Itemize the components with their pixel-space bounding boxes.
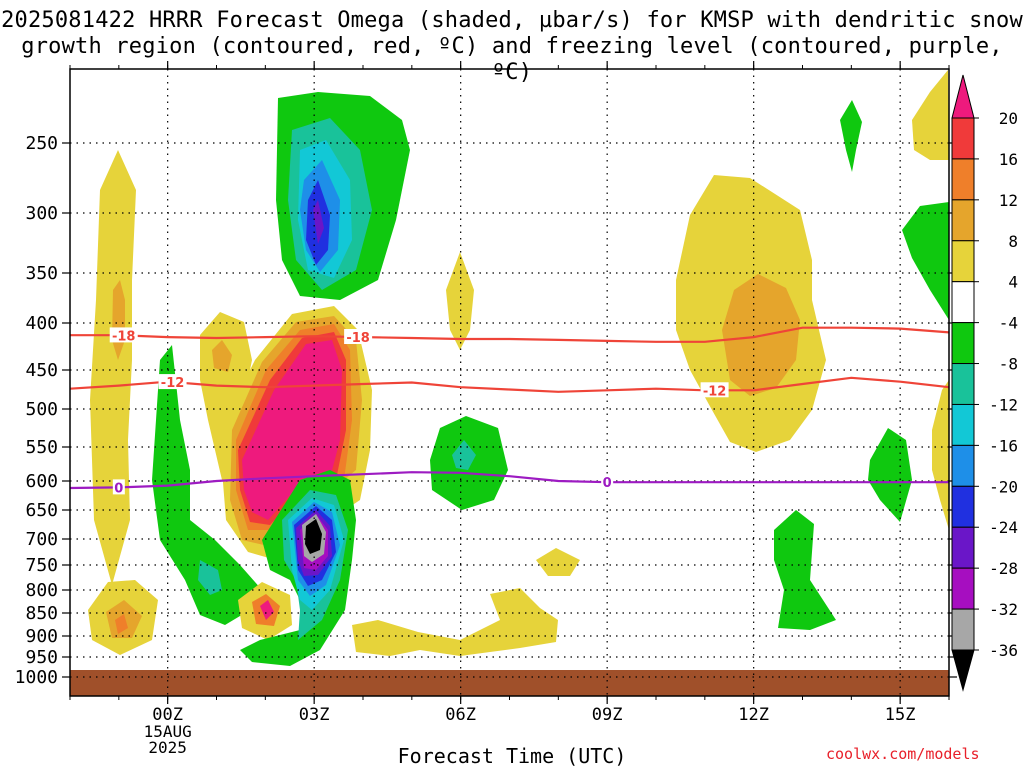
colorbar-label: 12 [999,191,1018,210]
colorbar-arrow-top [951,74,975,119]
colorbar-segment [951,363,975,405]
y-tick-label: 250 [25,133,58,154]
colorbar-segment [951,199,975,242]
colorbar-arrow-bottom [951,649,975,692]
omega-region [260,600,274,620]
y-tick-label: 900 [25,626,58,647]
omega-region [902,202,949,320]
omega-region [115,614,128,634]
contour-label-bg [112,479,125,495]
omega-region [932,380,949,530]
colorbar-label: -24 [989,518,1018,537]
chart-title-line-1: 2025081422 HRRR Forecast Omega (shaded, … [1,8,1023,33]
colorbar-segment [951,322,975,365]
contour-line [69,471,949,490]
colorbar-segment [951,608,975,651]
colorbar-segment [951,117,975,160]
x-tick-label: 15Z [885,705,916,725]
colorbar-label: -4 [999,314,1018,333]
contour-label: 0 [114,481,123,496]
contour-label: -12 [161,376,185,391]
y-tick-label: 300 [25,203,58,224]
y-tick-label: 700 [25,529,58,550]
y-tick-label: 350 [25,263,58,284]
colorbar-segment [951,240,975,283]
colorbar-label: -28 [989,559,1018,578]
omega-region [305,519,322,554]
contour-label-bg [109,327,138,343]
omega-region [446,252,474,350]
colorbar-label: -16 [989,436,1018,455]
colorbar-label: 8 [1008,232,1018,251]
colorbar-label: -36 [989,641,1018,660]
y-tick-label: 850 [25,603,58,624]
y-tick-label: 500 [25,399,58,420]
colorbar-segment [951,485,975,528]
omega-region [198,560,222,595]
contour-label-bg [158,374,187,390]
x-tick-label: 12Z [738,705,769,725]
contour-label: -18 [112,329,136,344]
omega-region [152,345,262,625]
contour-label-bg [700,382,729,398]
y-tick-label: 1000 [15,667,58,688]
colorbar-label: 4 [1008,273,1018,292]
contour-label: -12 [703,384,727,399]
x-axis-title: Forecast Time (UTC) [397,744,627,768]
ground-fill [70,670,949,696]
colorbar-label: -32 [989,600,1018,619]
omega-region [352,588,558,656]
omega-region [313,200,324,244]
x-tick-label: 00Z [152,705,183,725]
temperature-contours: -18 -18 -12 -12 0 0 [69,326,950,496]
colorbar-label: 16 [999,150,1018,169]
colorbar-label: -20 [989,477,1018,496]
x-tick-label: 03Z [299,705,330,725]
x-tick-label: 06Z [445,705,476,725]
y-axis: 2503003504004505005506006507007508008509… [15,133,957,688]
contour-label-bg [601,474,614,490]
y-tick-label: 450 [25,360,58,381]
y-tick-label: 650 [25,500,58,521]
y-tick-label: 950 [25,647,58,668]
omega-region [90,150,136,585]
omega-region [912,70,949,160]
colorbar-segment [951,567,975,610]
y-tick-label: 550 [25,437,58,458]
contour-line [69,376,950,393]
omega-region [868,428,912,522]
omega-region [212,340,232,372]
colorbar-segment [951,281,975,324]
chart-title-line-2: growth region (contoured, red, ºC) and f… [21,34,1003,85]
colorbar-segment [951,526,975,569]
contour-label: -18 [346,331,370,346]
y-tick-label: 600 [25,471,58,492]
omega-region [774,510,836,630]
omega-region [840,100,862,172]
colorbar-segment [951,444,975,487]
omega-region [536,548,580,576]
omega-shading [88,70,949,666]
contour-line [70,326,950,343]
colorbar-label: -8 [999,355,1018,374]
contour-label-bg [344,329,373,345]
x-date-label: 2025 [148,738,187,757]
colorbar: 20 16 12 8 4 -4 -8 -12 -16 -20 -24 -28 -32 -36 [951,74,1018,692]
contour-label: 0 [603,476,612,491]
credit-link[interactable]: coolwx.com/models [826,745,980,763]
y-tick-label: 800 [25,580,58,601]
x-tick-label: 09Z [592,705,623,725]
colorbar-label: -12 [989,395,1018,414]
y-tick-label: 400 [25,313,58,334]
y-tick-label: 750 [25,555,58,576]
omega-region [452,440,476,470]
colorbar-segment [951,158,975,201]
x-date-label: 15AUG [144,722,192,741]
colorbar-label: 20 [999,109,1018,128]
colorbar-segment [951,403,975,446]
